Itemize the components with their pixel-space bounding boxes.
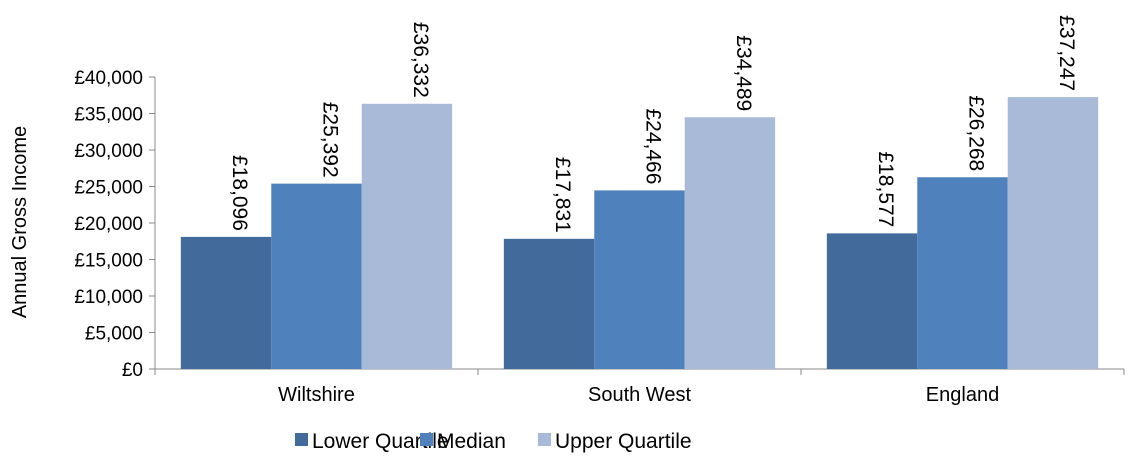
y-tick-label: £0 [122, 360, 143, 381]
legend-swatch [420, 433, 433, 446]
data-label: £26,268 [965, 95, 988, 171]
y-tick-label: £35,000 [74, 105, 143, 126]
data-label: £18,577 [874, 151, 897, 227]
x-tick-label: England [926, 384, 999, 406]
data-label: £18,096 [228, 155, 251, 231]
legend-swatch [538, 433, 551, 446]
bars [180, 97, 1099, 370]
legend-label: Lower Quartile [312, 430, 449, 453]
legend-swatch [295, 433, 308, 446]
y-tick-label: £5,000 [85, 324, 143, 345]
y-tick-label: £30,000 [74, 141, 143, 162]
bar [594, 190, 685, 369]
data-label: £24,466 [642, 108, 665, 184]
x-axis: Wiltshire South West England [154, 368, 1125, 406]
legend-label: Upper Quartile [555, 430, 692, 453]
y-tick-label: £25,000 [74, 178, 143, 199]
bar [1007, 97, 1099, 370]
data-label: £17,831 [551, 157, 574, 233]
y-tick-label: £10,000 [74, 287, 143, 308]
data-labels: £18,096 £17,831 £18,577 £25,392 £24,466 £26,2… [228, 15, 1078, 233]
y-axis: £0 £5,000 £10,000 £15,000 £20,000 £25,000 £30,… [74, 68, 156, 381]
y-tick-label: £20,000 [74, 214, 143, 235]
bar [180, 236, 272, 369]
legend-label: Median [437, 430, 506, 453]
data-label: £25,392 [319, 102, 342, 178]
bar [271, 183, 362, 369]
bar [826, 233, 918, 369]
x-tick-label: South West [588, 384, 691, 406]
data-label: £36,332 [409, 22, 432, 98]
bar [917, 177, 1008, 369]
data-label: £37,247 [1055, 15, 1078, 91]
bar [684, 117, 776, 369]
y-axis-title: Annual Gross Income [9, 126, 31, 318]
y-tick-label: £15,000 [74, 251, 143, 272]
x-tick-label: Wiltshire [278, 384, 355, 406]
bar [361, 103, 453, 369]
y-tick-label: £40,000 [74, 68, 143, 89]
data-label: £34,489 [732, 35, 755, 111]
bar [503, 238, 595, 369]
